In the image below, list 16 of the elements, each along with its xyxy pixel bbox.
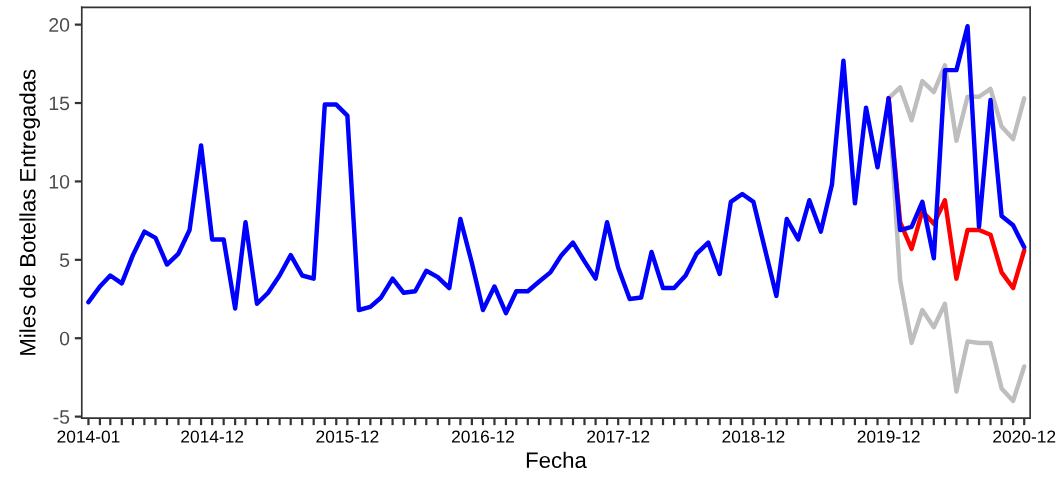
y-tick-label: 20 [49, 18, 70, 32]
x-tick-label: 2015-12 [316, 430, 379, 443]
y-axis-title: Miles de Botellas Entregadas [19, 69, 41, 355]
x-tick-label: 2019-12 [857, 430, 920, 443]
x-tick-label: 2016-12 [452, 430, 514, 443]
y-tick-label: 5 [59, 253, 70, 268]
x-tick-label: 2018-12 [722, 430, 785, 443]
x-tick-label: 2014-12 [181, 430, 244, 443]
y-tick-label: -5 [53, 410, 70, 424]
x-axis-title: Fecha [526, 451, 587, 469]
y-tick-label: 15 [49, 96, 70, 111]
x-tick-label: 2014-01 [57, 430, 120, 443]
y-tick-label: 0 [59, 331, 70, 346]
x-tick-label: 2017-12 [587, 430, 650, 443]
y-tick-label: 10 [49, 174, 70, 189]
x-tick-label: 2020-12 [993, 430, 1056, 443]
